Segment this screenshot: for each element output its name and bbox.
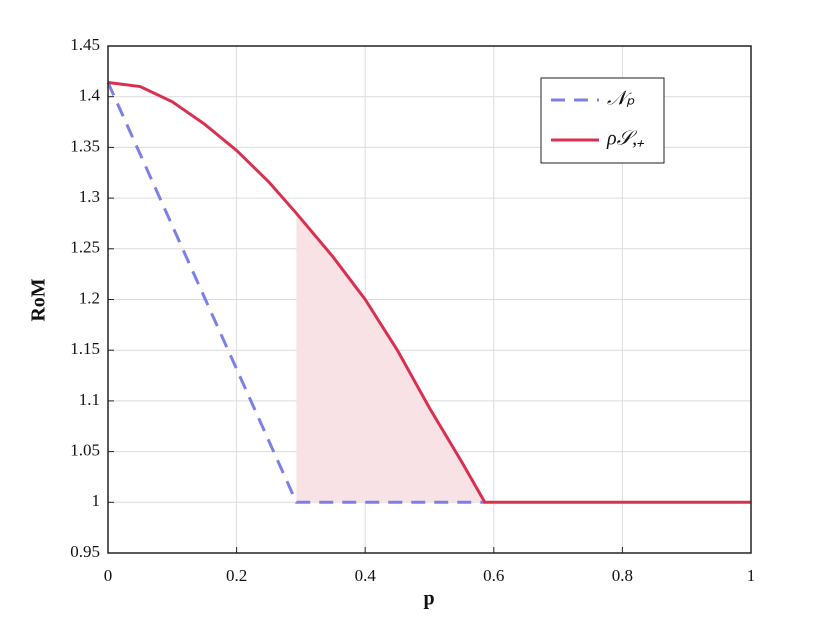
x-tick-label: 0.2	[226, 566, 247, 585]
plot-frame	[107, 45, 752, 554]
y-tick-label: 1.25	[70, 238, 100, 257]
x-tick-label: 0.6	[483, 566, 504, 585]
y-tick-label: 0.95	[70, 542, 100, 561]
y-tick-label: 1	[92, 491, 101, 510]
x-tick-label: 0	[104, 566, 113, 585]
y-tick-label: 1.15	[70, 339, 100, 358]
y-tick-label: 1.05	[70, 441, 100, 460]
line-series	[107, 81, 751, 504]
legend-label: 𝒩ₚ	[607, 88, 635, 110]
y-tick-label: 1.35	[70, 136, 100, 155]
y-axis-label: RoM	[28, 278, 50, 321]
y-tick-label: 1.45	[70, 35, 100, 54]
x-tick-label: 0.8	[612, 566, 633, 585]
x-tick-label: 0.4	[355, 566, 377, 585]
line-series	[106, 81, 485, 504]
shaded-area	[296, 213, 485, 503]
y-tick-label: 1.2	[79, 288, 100, 307]
x-tick-label: 1	[747, 566, 756, 585]
y-tick-label: 1.4	[79, 86, 101, 105]
legend-label: ρ𝒮,₊	[606, 128, 645, 150]
y-tick-label: 1.1	[79, 390, 100, 409]
y-tick-label: 1.3	[79, 187, 100, 206]
legend-box	[540, 77, 665, 164]
x-axis-label: p	[423, 588, 434, 610]
